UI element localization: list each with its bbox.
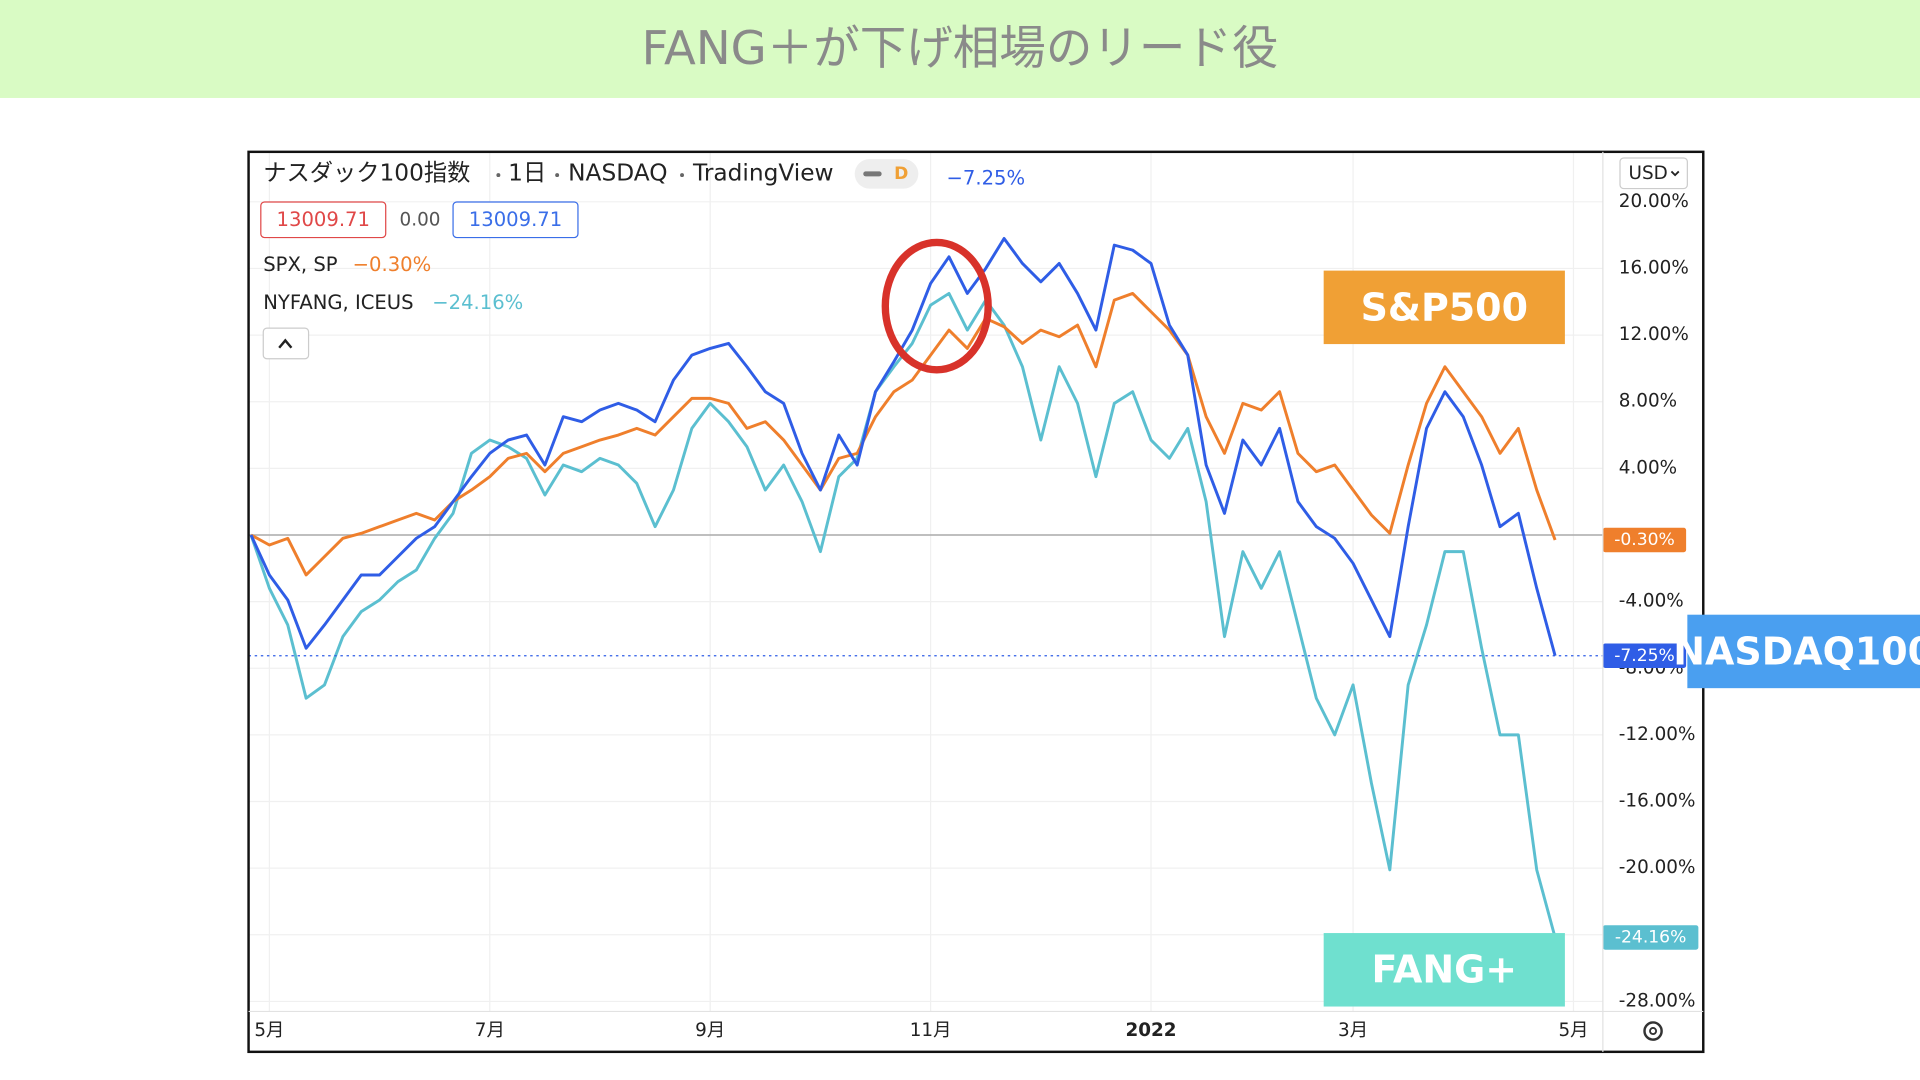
main-change: −7.25% bbox=[947, 166, 1026, 189]
y-tick-label: -12.00% bbox=[1619, 724, 1696, 745]
page-title: FANG＋が下げ相場のリード役 bbox=[642, 21, 1279, 75]
plot-area: 20.00%16.00%12.00%8.00%4.00%-4.00%-8.00%… bbox=[248, 151, 1699, 1041]
x-tick-label: 5月 bbox=[254, 1020, 284, 1041]
y-tick-label: 8.00% bbox=[1619, 391, 1677, 412]
y-tick-label: -20.00% bbox=[1619, 857, 1696, 878]
separator bbox=[680, 173, 685, 178]
exchange: NASDAQ bbox=[568, 159, 667, 186]
source: TradingView bbox=[692, 159, 833, 186]
spread: 0.00 bbox=[400, 209, 441, 230]
annotation-box bbox=[1323, 270, 1565, 345]
price-tag bbox=[1602, 925, 1699, 950]
annotations: S&P500 NASDAQ100 FANG+ bbox=[1323, 270, 1920, 1007]
legend-value: −0.30% bbox=[353, 253, 432, 276]
badge: D bbox=[894, 164, 908, 184]
buy-price: 13009.71 bbox=[469, 208, 562, 231]
legend-name: SPX, SP bbox=[263, 253, 338, 276]
price-tag bbox=[1602, 643, 1687, 669]
x-tick-label: 7月 bbox=[475, 1020, 505, 1041]
collapse-button[interactable] bbox=[262, 327, 310, 360]
separator bbox=[555, 173, 560, 178]
annotation-box bbox=[1687, 614, 1920, 689]
series-line bbox=[249, 236, 1557, 657]
series-line bbox=[249, 291, 1557, 938]
x-tick-label: 5月 bbox=[1558, 1020, 1588, 1041]
legend-name: NYFANG, ICEUS bbox=[263, 291, 413, 314]
x-tick-label: 11月 bbox=[910, 1020, 952, 1041]
currency-chevron bbox=[1670, 170, 1680, 177]
highlight-circle bbox=[881, 238, 992, 374]
buy-box[interactable] bbox=[452, 201, 579, 239]
x-tick-label: 9月 bbox=[695, 1020, 725, 1041]
y-tick-label: -4.00% bbox=[1619, 591, 1684, 612]
badge-pill[interactable] bbox=[854, 159, 919, 189]
chart-frame bbox=[247, 150, 1705, 1054]
settings-gear-hub bbox=[1649, 1027, 1658, 1035]
x-tick-label: 3月 bbox=[1338, 1020, 1368, 1041]
separator bbox=[496, 173, 501, 178]
sell-price: 13009.71 bbox=[277, 208, 370, 231]
settings-gear[interactable] bbox=[1643, 1021, 1663, 1041]
symbol: ナスダック100指数 bbox=[263, 159, 470, 186]
y-tick-label: 4.00% bbox=[1619, 457, 1677, 478]
annotation-label: NASDAQ100 bbox=[1673, 629, 1920, 673]
annotation-label: S&P500 bbox=[1361, 285, 1528, 329]
y-tick-label: 16.00% bbox=[1619, 257, 1689, 278]
collapse-caret bbox=[278, 338, 293, 349]
series-line bbox=[250, 291, 1557, 577]
price-tag-label: -7.25% bbox=[1614, 646, 1675, 666]
y-tick-label: -16.00% bbox=[1619, 791, 1696, 812]
price-tag-label: -0.30% bbox=[1614, 530, 1675, 550]
interval: 1日 bbox=[508, 159, 546, 186]
legend-value: −24.16% bbox=[432, 291, 523, 314]
y-tick-label: -28.00% bbox=[1619, 990, 1696, 1011]
annotation-label: FANG+ bbox=[1371, 948, 1517, 992]
currency: USD bbox=[1629, 163, 1668, 184]
sell-box[interactable] bbox=[260, 201, 387, 239]
x-tick-label: 2022 bbox=[1125, 1020, 1176, 1041]
price-tag-label: -24.16% bbox=[1615, 927, 1686, 947]
currency-button[interactable] bbox=[1619, 157, 1688, 190]
annotation-box bbox=[1323, 933, 1565, 1007]
y-tick-label: 20.00% bbox=[1619, 191, 1689, 212]
title-band bbox=[0, 0, 1920, 98]
y-tick-label: 12.00% bbox=[1619, 324, 1689, 345]
price-tag bbox=[1602, 527, 1687, 553]
